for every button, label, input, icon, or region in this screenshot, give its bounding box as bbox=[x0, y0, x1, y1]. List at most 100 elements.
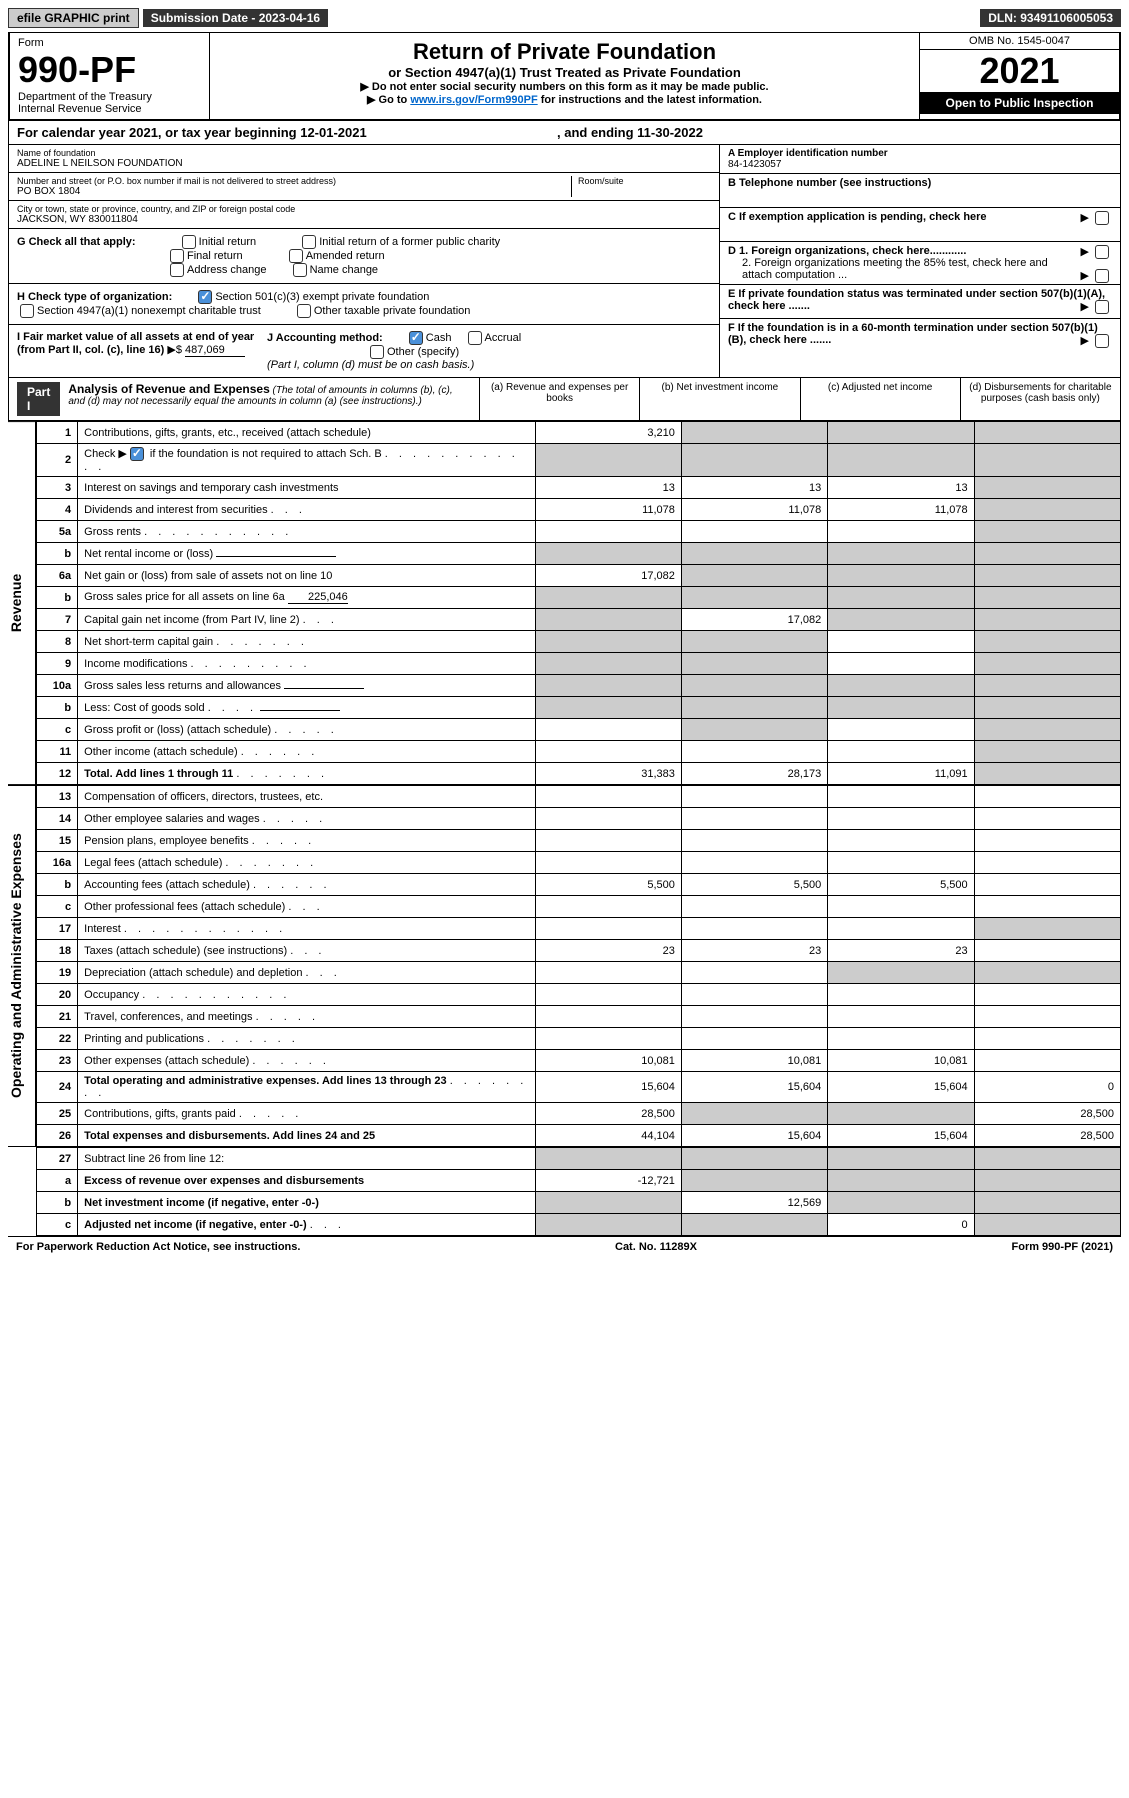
e-label: E If private foundation status was termi… bbox=[728, 288, 1105, 312]
line-1: Contributions, gifts, grants, etc., rece… bbox=[78, 422, 535, 444]
checkbox-4947[interactable] bbox=[20, 304, 34, 318]
form-label: Form bbox=[18, 37, 201, 49]
line-7: Capital gain net income (from Part IV, l… bbox=[78, 609, 535, 631]
d2-label: 2. Foreign organizations meeting the 85%… bbox=[742, 257, 1048, 281]
expenses-table: 13Compensation of officers, directors, t… bbox=[36, 785, 1121, 1147]
line-4: Dividends and interest from securities .… bbox=[78, 499, 535, 521]
line-27: Subtract line 26 from line 12: bbox=[78, 1148, 535, 1170]
line-16a: Legal fees (attach schedule) . . . . . .… bbox=[78, 852, 535, 874]
name-label: Name of foundation bbox=[17, 148, 711, 158]
form-header: Form 990-PF Department of the Treasury I… bbox=[8, 32, 1121, 121]
street-address: PO BOX 1804 bbox=[17, 186, 571, 197]
line-12: Total. Add lines 1 through 11 . . . . . … bbox=[78, 763, 535, 785]
checkbox-c[interactable] bbox=[1095, 211, 1109, 225]
line-3: Interest on savings and temporary cash i… bbox=[78, 477, 535, 499]
line-27c: Adjusted net income (if negative, enter … bbox=[78, 1214, 535, 1236]
fmv-value: 487,069 bbox=[185, 344, 245, 357]
checkbox-cash[interactable] bbox=[409, 331, 423, 345]
dept-label: Department of the Treasury bbox=[18, 91, 201, 103]
ein-value: 84-1423057 bbox=[728, 159, 1112, 170]
line-9: Income modifications . . . . . . . . . bbox=[78, 653, 535, 675]
part1-badge: Part I bbox=[17, 382, 60, 416]
revenue-table: 1Contributions, gifts, grants, etc., rec… bbox=[36, 421, 1121, 785]
org-info-section: Name of foundation ADELINE L NEILSON FOU… bbox=[8, 145, 1121, 377]
checkbox-initial-former[interactable] bbox=[302, 235, 316, 249]
irs-link[interactable]: www.irs.gov/Form990PF bbox=[410, 94, 537, 106]
summary-table: 27Subtract line 26 from line 12: aExcess… bbox=[36, 1147, 1121, 1236]
inspection-badge: Open to Public Inspection bbox=[920, 92, 1119, 114]
line-21: Travel, conferences, and meetings . . . … bbox=[78, 1006, 535, 1028]
checkbox-d1[interactable] bbox=[1095, 245, 1109, 259]
checkbox-amended[interactable] bbox=[289, 249, 303, 263]
col-b-header: (b) Net investment income bbox=[639, 378, 799, 420]
revenue-section: Revenue 1Contributions, gifts, grants, e… bbox=[8, 421, 1121, 785]
checkbox-501c3[interactable] bbox=[198, 290, 212, 304]
line-8: Net short-term capital gain . . . . . . … bbox=[78, 631, 535, 653]
c-label: C If exemption application is pending, c… bbox=[728, 211, 987, 223]
line-2: Check ▶ if the foundation is not require… bbox=[78, 444, 535, 477]
header-bar: efile GRAPHIC print Submission Date - 20… bbox=[8, 8, 1121, 28]
checkbox-f[interactable] bbox=[1095, 334, 1109, 348]
note-goto: ▶ Go to www.irs.gov/Form990PF for instru… bbox=[216, 93, 913, 106]
d1-label: D 1. Foreign organizations, check here..… bbox=[728, 245, 966, 257]
section-h: H Check type of organization: Section 50… bbox=[9, 284, 719, 325]
omb-number: OMB No. 1545-0047 bbox=[920, 33, 1119, 50]
form-number: 990-PF bbox=[18, 49, 201, 91]
expenses-section: Operating and Administrative Expenses 13… bbox=[8, 785, 1121, 1147]
line-27a: Excess of revenue over expenses and disb… bbox=[78, 1170, 535, 1192]
checkbox-final[interactable] bbox=[170, 249, 184, 263]
checkbox-other-taxable[interactable] bbox=[297, 304, 311, 318]
form-subtitle: or Section 4947(a)(1) Trust Treated as P… bbox=[216, 65, 913, 80]
checkbox-initial[interactable] bbox=[182, 235, 196, 249]
phone-label: B Telephone number (see instructions) bbox=[728, 177, 1112, 189]
line-22: Printing and publications . . . . . . . bbox=[78, 1028, 535, 1050]
part1-title: Analysis of Revenue and Expenses bbox=[68, 382, 269, 396]
line-10b: Less: Cost of goods sold . . . . bbox=[78, 697, 535, 719]
form-title: Return of Private Foundation bbox=[216, 39, 913, 65]
irs-label: Internal Revenue Service bbox=[18, 103, 201, 115]
line-19: Depreciation (attach schedule) and deple… bbox=[78, 962, 535, 984]
cat-number: Cat. No. 11289X bbox=[615, 1241, 697, 1253]
line-6b: Gross sales price for all assets on line… bbox=[78, 587, 535, 609]
checkbox-accrual[interactable] bbox=[468, 331, 482, 345]
col-a-header: (a) Revenue and expenses per books bbox=[479, 378, 639, 420]
line-18: Taxes (attach schedule) (see instruction… bbox=[78, 940, 535, 962]
line-17: Interest . . . . . . . . . . . . bbox=[78, 918, 535, 940]
col-d-header: (d) Disbursements for charitable purpose… bbox=[960, 378, 1120, 420]
line-13: Compensation of officers, directors, tru… bbox=[78, 786, 535, 808]
line-10c: Gross profit or (loss) (attach schedule)… bbox=[78, 719, 535, 741]
revenue-side-label: Revenue bbox=[8, 421, 36, 785]
form-ref: Form 990-PF (2021) bbox=[1012, 1241, 1113, 1253]
page-footer: For Paperwork Reduction Act Notice, see … bbox=[8, 1236, 1121, 1257]
line-6a: Net gain or (loss) from sale of assets n… bbox=[78, 565, 535, 587]
line-16c: Other professional fees (attach schedule… bbox=[78, 896, 535, 918]
line-10a: Gross sales less returns and allowances bbox=[78, 675, 535, 697]
checkbox-other-method[interactable] bbox=[370, 345, 384, 359]
expenses-side-label: Operating and Administrative Expenses bbox=[8, 785, 36, 1147]
checkbox-name-change[interactable] bbox=[293, 263, 307, 277]
line-11: Other income (attach schedule) . . . . .… bbox=[78, 741, 535, 763]
line-5a: Gross rents . . . . . . . . . . . bbox=[78, 521, 535, 543]
city-label: City or town, state or province, country… bbox=[17, 204, 711, 214]
part1-header: Part I Analysis of Revenue and Expenses … bbox=[8, 377, 1121, 421]
tax-year: 2021 bbox=[920, 50, 1119, 92]
foundation-name: ADELINE L NEILSON FOUNDATION bbox=[17, 158, 711, 169]
checkbox-sch-b[interactable] bbox=[130, 447, 144, 461]
line-24: Total operating and administrative expen… bbox=[78, 1072, 535, 1103]
line-23: Other expenses (attach schedule) . . . .… bbox=[78, 1050, 535, 1072]
line-27b: Net investment income (if negative, ente… bbox=[78, 1192, 535, 1214]
section-ij: I Fair market value of all assets at end… bbox=[9, 325, 719, 377]
checkbox-d2[interactable] bbox=[1095, 269, 1109, 283]
city-state-zip: JACKSON, WY 830011804 bbox=[17, 214, 711, 225]
dln-number: DLN: 93491106005053 bbox=[980, 9, 1121, 27]
checkbox-addr-change[interactable] bbox=[170, 263, 184, 277]
checkbox-e[interactable] bbox=[1095, 300, 1109, 314]
f-label: F If the foundation is in a 60-month ter… bbox=[728, 322, 1098, 346]
line-20: Occupancy . . . . . . . . . . . bbox=[78, 984, 535, 1006]
line-26: Total expenses and disbursements. Add li… bbox=[78, 1125, 535, 1147]
note-ssn: ▶ Do not enter social security numbers o… bbox=[216, 80, 913, 93]
addr-label: Number and street (or P.O. box number if… bbox=[17, 176, 571, 186]
line-5b: Net rental income or (loss) bbox=[78, 543, 535, 565]
cash-basis-note: (Part I, column (d) must be on cash basi… bbox=[267, 359, 474, 371]
line-25: Contributions, gifts, grants paid . . . … bbox=[78, 1103, 535, 1125]
